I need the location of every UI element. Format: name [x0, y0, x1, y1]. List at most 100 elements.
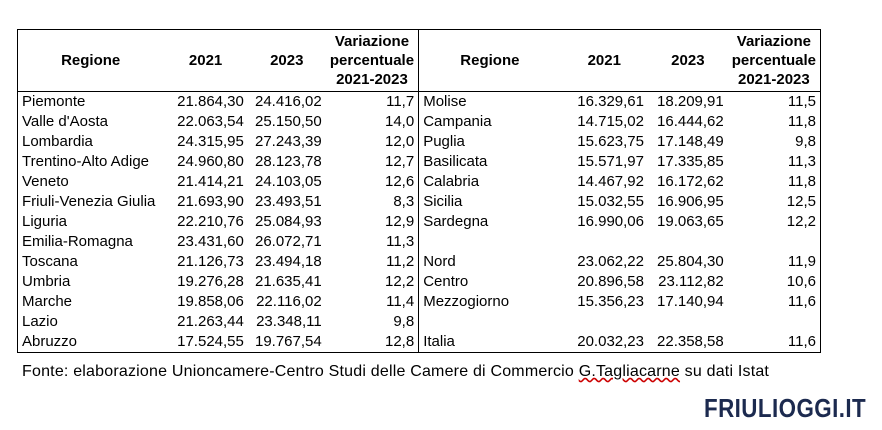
cell-region: Calabria [423, 173, 480, 190]
cell-variation: 11,6 [787, 333, 816, 350]
cell-2023 [648, 312, 728, 332]
cell-2023: 23.493,51 [254, 193, 322, 210]
cell-2021: 20.032,23 [577, 333, 644, 350]
table-row: Valle d'Aosta 22.063,54 25.150,50 14,0 Campa… [18, 112, 821, 132]
cell-variation: 11,7 [325, 91, 420, 112]
cell-region: Campania [423, 113, 492, 130]
footnote-text-end: su dati Istat [680, 363, 770, 380]
cell-2021: 14.467,92 [577, 173, 644, 190]
cell-region: Friuli-Venezia Giulia [22, 193, 156, 210]
cell-region: Veneto [22, 173, 69, 190]
table-row: Lombardia 24.315,95 27.243,39 12,0 Puglia 15.… [18, 132, 821, 152]
cell-2023: 24.103,05 [254, 173, 322, 190]
cell-region: Molise [423, 93, 467, 110]
cell-2023: 23.348,11 [256, 313, 322, 330]
cell-region: Toscana [22, 253, 78, 270]
header-region-right: Regione [460, 51, 520, 69]
cell-variation: 11,6 [787, 293, 816, 310]
cell-2023: 18.209,91 [657, 93, 724, 110]
cell-region: Italia [423, 333, 455, 350]
cell-variation: 11,3 [787, 153, 816, 170]
cell-region: Nord [423, 253, 456, 270]
footnote-underlined-name: G.Tagliacarne [578, 363, 681, 380]
cell-2023: 19.767,54 [254, 333, 322, 350]
table-row: Umbria 19.276,28 21.635,41 12,2 Centro 20.896… [18, 272, 821, 292]
cell-2021: 15.356,23 [577, 293, 644, 310]
income-table: Regione 2021 2023 Variazione percentuale… [17, 29, 821, 353]
header-variation-line1: Variazione [736, 33, 811, 50]
cell-2021: 15.623,75 [577, 133, 644, 150]
cell-2021: 24.960,80 [177, 153, 244, 170]
table-row: Piemonte 21.864,30 24.416,02 11,7 Molise 16.3… [18, 91, 821, 112]
cell-variation: 11,4 [325, 292, 420, 312]
cell-region [419, 232, 561, 252]
cell-region: Umbria [22, 273, 71, 290]
header-variation-line2: percentuale [731, 52, 816, 69]
cell-variation: 8,3 [325, 192, 420, 212]
cell-2023: 17.148,49 [657, 133, 724, 150]
header-variation-line3: 2021-2023 [336, 71, 408, 88]
cell-2021: 14.715,02 [577, 113, 644, 130]
cell-2023: 28.123,78 [254, 153, 322, 170]
table-row: Veneto 21.414,21 24.103,05 12,6 Calabria 14.4… [18, 172, 821, 192]
header-2021-left: 2021 [188, 51, 223, 69]
cell-2023: 16.444,62 [657, 113, 724, 130]
cell-2021: 23.062,22 [577, 253, 644, 270]
cell-2021: 21.126,73 [177, 253, 244, 270]
cell-2021: 22.210,76 [177, 213, 244, 230]
cell-2021: 15.032,55 [577, 193, 644, 210]
friulioggi-logo: FRIULIOGGI.IT [704, 393, 867, 423]
cell-variation: 11,9 [787, 253, 816, 270]
table-row: Trentino-Alto Adige 24.960,80 28.123,78 12,… [18, 152, 821, 172]
cell-2021: 16.329,61 [577, 93, 644, 110]
cell-variation: 12,2 [786, 213, 816, 230]
cell-variation [728, 312, 821, 332]
cell-2023: 16.172,62 [657, 173, 724, 190]
cell-region: Sardegna [423, 213, 489, 230]
cell-region: Lombardia [22, 133, 93, 150]
cell-2021 [561, 232, 648, 252]
header-2021-right: 2021 [587, 51, 621, 69]
cell-2023 [648, 232, 728, 252]
cell-variation: 11,8 [787, 113, 816, 130]
cell-2021: 15.571,97 [577, 153, 644, 170]
cell-2021: 16.990,06 [577, 213, 644, 230]
cell-2023: 16.906,95 [657, 193, 724, 210]
cell-region: Mezzogiorno [423, 293, 510, 310]
cell-region [419, 312, 561, 332]
cell-variation [728, 232, 821, 252]
cell-region: Sicilia [423, 193, 463, 210]
cell-region: Puglia [423, 133, 465, 150]
cell-variation: 12,6 [325, 172, 420, 192]
cell-2023: 23.494,18 [254, 253, 322, 270]
header-variation-line2: percentuale [329, 52, 415, 69]
cell-2023: 21.635,41 [254, 273, 322, 290]
header-variation-line1: Variazione [334, 33, 410, 50]
cell-2021: 21.263,44 [177, 313, 244, 330]
cell-2023: 25.804,30 [657, 253, 724, 270]
cell-region: Valle d'Aosta [22, 113, 108, 130]
cell-2021 [561, 312, 648, 332]
cell-region: Abruzzo [22, 333, 78, 350]
cell-variation: 10,6 [786, 273, 816, 290]
cell-region: Piemonte [22, 93, 86, 110]
cell-variation: 9,8 [325, 312, 420, 332]
header-2023-right: 2023 [671, 51, 705, 69]
cell-variation: 11,3 [325, 232, 420, 252]
cell-2021: 24.315,95 [177, 133, 244, 150]
cell-variation: 11,8 [787, 173, 816, 190]
cell-2023: 25.150,50 [254, 113, 322, 130]
header-variation-line3: 2021-2023 [738, 71, 810, 88]
cell-variation: 11,2 [325, 252, 420, 272]
cell-2021: 19.858,06 [177, 293, 244, 310]
cell-2021: 17.524,55 [177, 333, 244, 350]
cell-2023: 22.116,02 [256, 293, 322, 310]
table-row: Lazio 21.263,44 23.348,11 9,8 [18, 312, 821, 332]
footnote-text: Fonte: elaborazione Unioncamere-Centro S… [22, 363, 579, 380]
header-variation-left: Variazione percentuale 2021-2023 [325, 29, 420, 92]
table-row: Friuli-Venezia Giulia 21.693,90 23.493,51 8… [18, 192, 821, 212]
cell-region: Basilicata [423, 153, 488, 170]
cell-2023: 23.112,82 [658, 273, 724, 290]
cell-2023: 27.243,39 [254, 133, 322, 150]
cell-region: Marche [22, 293, 73, 310]
